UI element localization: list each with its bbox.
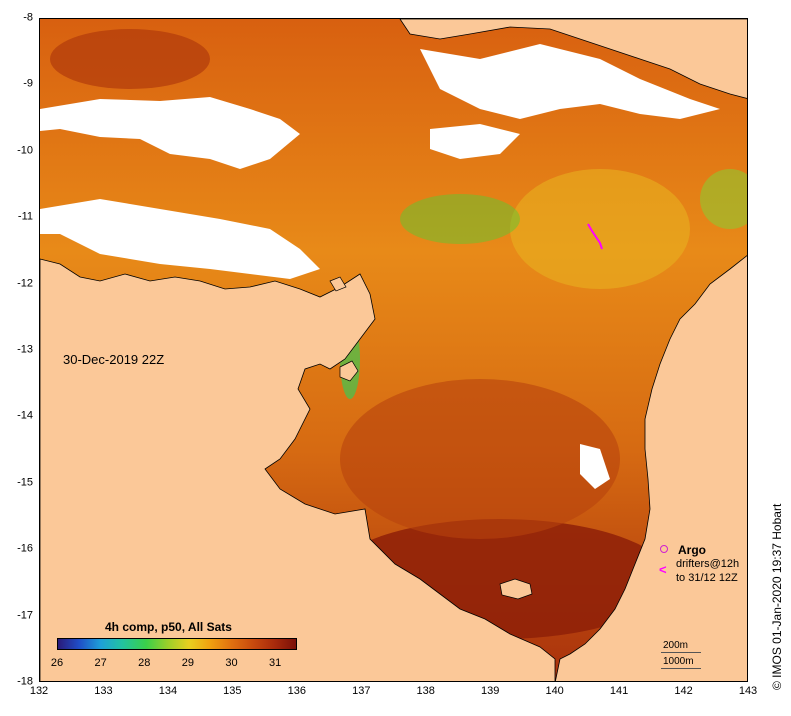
y-tick-label: -16 <box>17 542 33 555</box>
colorbar-tick-label: 27 <box>94 657 107 669</box>
y-tick-label: -11 <box>17 210 33 223</box>
colorbar <box>57 638 297 650</box>
cool-patch-ne <box>700 169 747 229</box>
island-groote <box>339 360 359 382</box>
y-tick-label: -10 <box>17 144 33 157</box>
y-tick-label: -8 <box>23 11 33 24</box>
y-tick-label: -18 <box>17 675 33 688</box>
legend-drifters-date: to 31/12 12Z <box>676 572 738 584</box>
x-tick-label: 133 <box>94 685 113 697</box>
y-tick-label: -13 <box>17 343 33 356</box>
colorbar-title: 4h comp, p50, All Sats <box>105 620 232 634</box>
cloud-region-arafura <box>40 199 320 279</box>
contour-line-200m <box>661 652 701 653</box>
y-tick-label: -9 <box>23 77 33 90</box>
x-tick-label: 141 <box>609 685 629 697</box>
x-tick-label: 137 <box>352 685 371 697</box>
land-new-guinea <box>399 19 747 99</box>
cloud-region-north <box>420 44 720 119</box>
contour-label-200m: 200m <box>663 640 689 651</box>
x-tick-label: 135 <box>223 685 242 697</box>
colorbar-tick-label: 29 <box>181 657 195 669</box>
island-mornington <box>499 578 533 600</box>
colorbar-tick-label: 28 <box>138 657 151 669</box>
legend-argo-label: Argo <box>678 543 706 557</box>
map-timestamp: 30-Dec-2019 22Z <box>63 352 165 367</box>
sst-map-svg <box>40 19 747 681</box>
sst-map <box>39 18 748 682</box>
drifter-track <box>587 223 603 250</box>
colorbar-tick-label: 26 <box>50 657 64 669</box>
copyright-text: © IMOS 01-Jan-2020 19:37 Hobart <box>770 503 784 690</box>
land-northern-territory <box>40 258 556 681</box>
cool-patch-center <box>400 194 520 244</box>
land-cape-york <box>555 255 747 681</box>
legend-drifters-label: drifters@12h <box>676 558 740 570</box>
cool-patch-east <box>510 169 690 289</box>
cloud-region-east <box>580 444 610 489</box>
circle-icon <box>660 545 668 553</box>
cloud-region-center <box>430 124 520 159</box>
x-tick-label: 132 <box>29 685 49 697</box>
contour-line-1000m <box>661 668 701 669</box>
x-tick-label: 134 <box>158 685 178 697</box>
chevron-icon: < <box>659 562 667 577</box>
island-wessel <box>329 276 347 292</box>
x-tick-label: 140 <box>545 685 564 697</box>
x-tick-label: 143 <box>738 685 758 697</box>
warm-patch-gulf-center <box>340 379 620 539</box>
colorbar-tick-label: 30 <box>225 657 238 669</box>
colorbar-tick-label: 31 <box>269 657 282 669</box>
y-tick-label: -15 <box>17 476 33 489</box>
x-tick-label: 136 <box>287 685 306 697</box>
contour-label-1000m: 1000m <box>663 656 694 667</box>
y-tick-label: -14 <box>17 409 33 422</box>
warm-patch-nw <box>50 29 210 89</box>
y-tick-label: -12 <box>17 277 33 290</box>
x-tick-label: 138 <box>416 685 435 697</box>
cloud-region-west <box>40 97 300 169</box>
x-tick-label: 139 <box>480 685 500 697</box>
y-tick-label: -17 <box>17 609 33 622</box>
x-tick-label: 142 <box>674 685 693 697</box>
